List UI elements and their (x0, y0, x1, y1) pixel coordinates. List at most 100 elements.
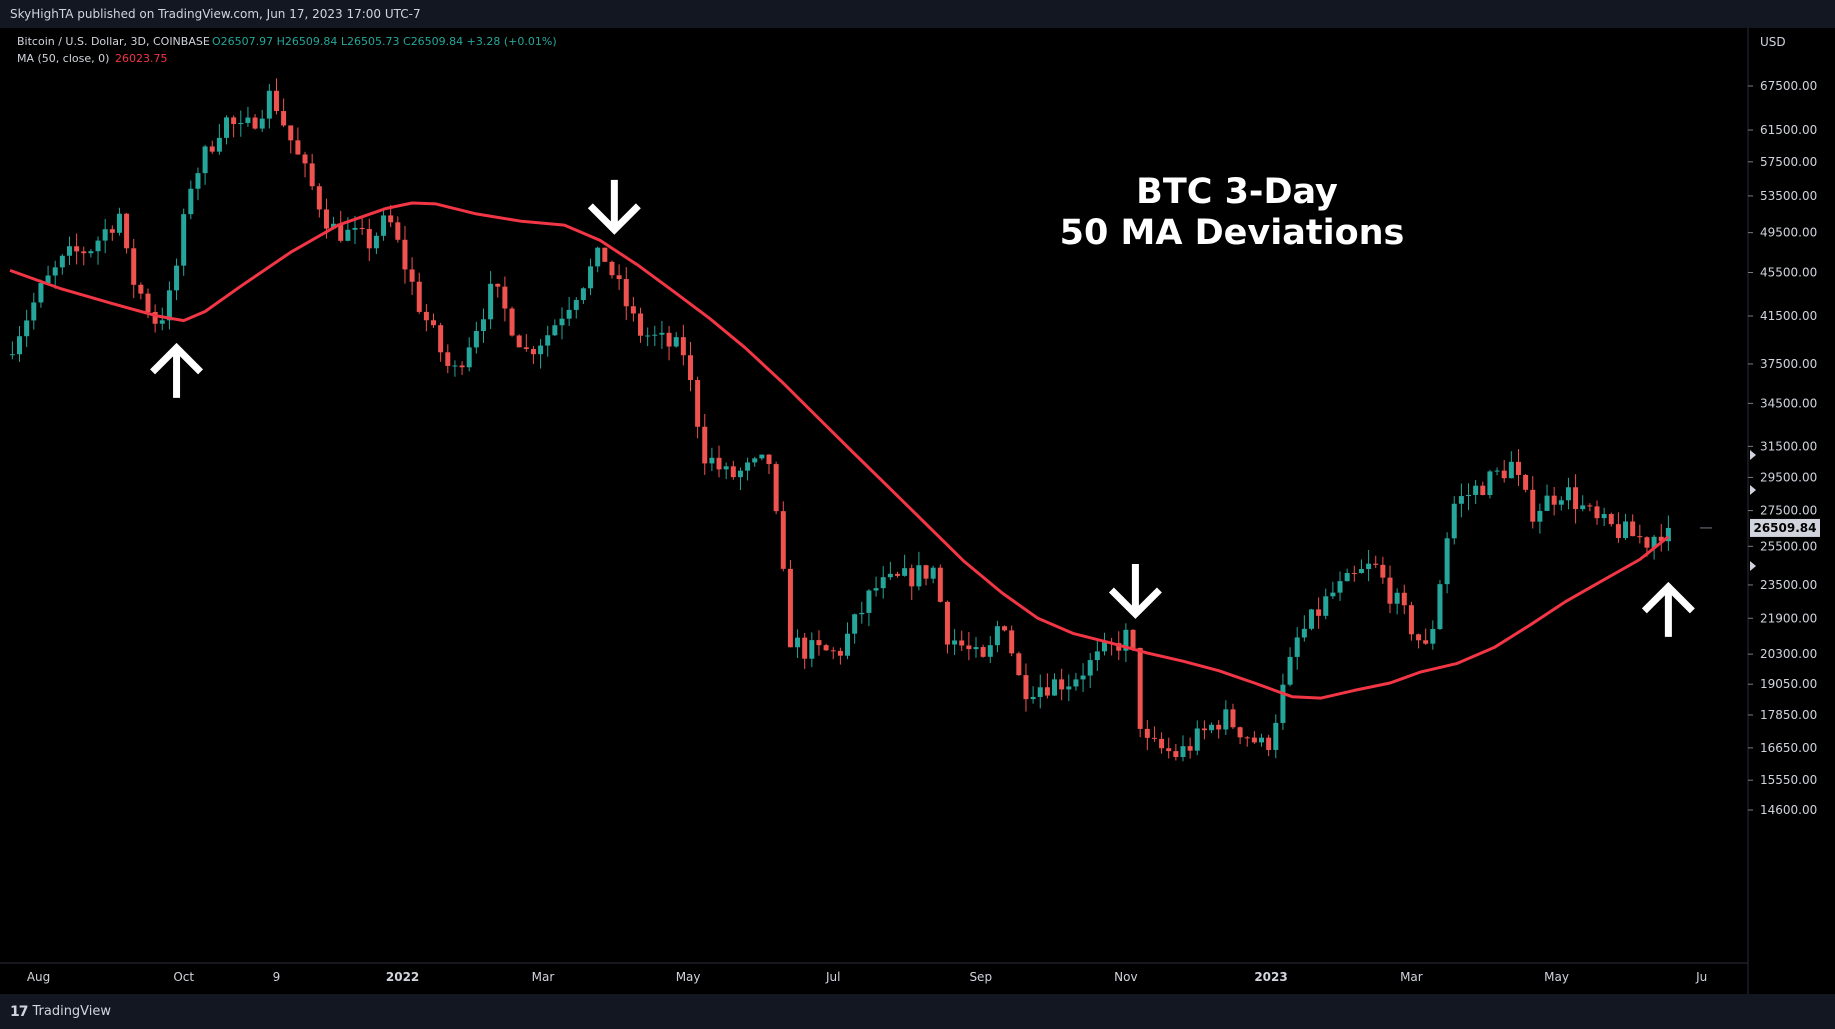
candle (1030, 686, 1036, 704)
candle-body (459, 365, 465, 368)
candle (195, 167, 201, 201)
candle (238, 110, 244, 137)
candle-body (66, 246, 72, 256)
candle-body (1330, 592, 1336, 597)
candle (566, 296, 572, 326)
candle-body (1123, 629, 1129, 651)
candle (673, 332, 679, 348)
candle-body (224, 117, 230, 138)
candle (966, 631, 972, 661)
x-tick-label: 2023 (1254, 970, 1287, 984)
candle (438, 322, 444, 362)
candle-body (1544, 495, 1550, 511)
candle (1059, 668, 1065, 701)
candle (38, 279, 44, 308)
up-arrow-icon (150, 342, 204, 398)
candle-body (1087, 660, 1093, 676)
candle-body (1573, 487, 1579, 510)
candle-body (1280, 684, 1286, 723)
candle-body (1144, 728, 1150, 738)
candle-body (252, 117, 258, 129)
candle (1323, 588, 1329, 620)
candle-body (88, 251, 94, 254)
candle (823, 643, 829, 651)
candle-body (24, 320, 30, 337)
candle-body (773, 464, 779, 512)
candle-body (552, 325, 558, 336)
last-price-label: 26509.84 (1753, 521, 1816, 535)
candle (459, 361, 465, 376)
price-chart[interactable]: BTC 3-Day 50 MA Deviations Bitcoin / U.S… (0, 28, 1835, 994)
candle (1301, 615, 1307, 642)
candle-body (1587, 505, 1593, 507)
candle-body (680, 337, 686, 356)
y-tick-label: 61500.00 (1760, 123, 1817, 137)
candle-body (745, 462, 751, 471)
candle (1080, 663, 1086, 692)
candle (1009, 625, 1015, 657)
candle (1358, 559, 1364, 574)
candle (1237, 726, 1243, 745)
candle (431, 313, 437, 328)
candle (366, 218, 372, 261)
legend-ma-value: 26023.75 (115, 52, 168, 65)
axis-flag-icon (1750, 560, 1756, 571)
candle-body (159, 320, 165, 324)
candle (131, 238, 137, 299)
candle (1180, 735, 1186, 762)
candle (1173, 744, 1179, 761)
y-tick-label: 57500.00 (1760, 155, 1817, 169)
candle (1037, 674, 1043, 709)
candle (545, 325, 551, 357)
time-axis[interactable]: Aug Oct 9 2022 Mar May Jul Sep Nov 2023 Mar May Ju (27, 970, 1707, 984)
chart-background (0, 28, 1835, 994)
candle-body (416, 281, 422, 312)
candle-body (466, 347, 472, 368)
candle (138, 282, 144, 300)
candle-body (588, 266, 594, 289)
candle-body (102, 229, 108, 241)
price-axis[interactable]: 67500.00 61500.00 57500.00 53500.00 49500.00… (1748, 79, 1817, 817)
candle (1044, 673, 1050, 699)
candle-body (994, 626, 1000, 646)
candle (530, 346, 536, 364)
candle-body (1287, 656, 1293, 685)
candle-body (916, 565, 922, 587)
candle-body (1101, 642, 1107, 652)
candle-body (409, 269, 415, 282)
candle-body (1266, 737, 1272, 750)
candle-body (109, 229, 115, 233)
candle-body (1637, 536, 1643, 538)
candle (309, 153, 315, 191)
candle-body (966, 645, 972, 650)
chart-area[interactable]: BTC 3-Day 50 MA Deviations Bitcoin / U.S… (0, 28, 1835, 994)
arrow-head (150, 342, 204, 375)
candle (1373, 555, 1379, 568)
arrow-head (1108, 587, 1162, 619)
candle-body (1002, 626, 1008, 631)
candle-body (1016, 653, 1022, 676)
candle-body (530, 349, 536, 355)
candle (1601, 507, 1607, 527)
currency-label: USD (1760, 35, 1786, 49)
publish-bar: SkyHighTA published on TradingView.com, … (0, 0, 1835, 28)
candle (1316, 597, 1322, 629)
candle-body (502, 286, 508, 309)
candle-body (1537, 510, 1543, 522)
candle (338, 210, 344, 243)
candle (359, 217, 365, 235)
candle (709, 447, 715, 472)
candle-body (1116, 643, 1122, 651)
candle (1437, 580, 1443, 631)
candle (716, 445, 722, 478)
last-price-marker: 26509.84 (1700, 449, 1820, 571)
candle (959, 630, 965, 652)
candle-body (1251, 737, 1257, 743)
candle-body (595, 247, 601, 267)
candle (837, 647, 843, 665)
candle-body (1044, 687, 1050, 696)
candle-body (1501, 470, 1507, 479)
x-tick-label: Nov (1114, 970, 1137, 984)
candle (488, 271, 494, 330)
candle (859, 601, 865, 624)
